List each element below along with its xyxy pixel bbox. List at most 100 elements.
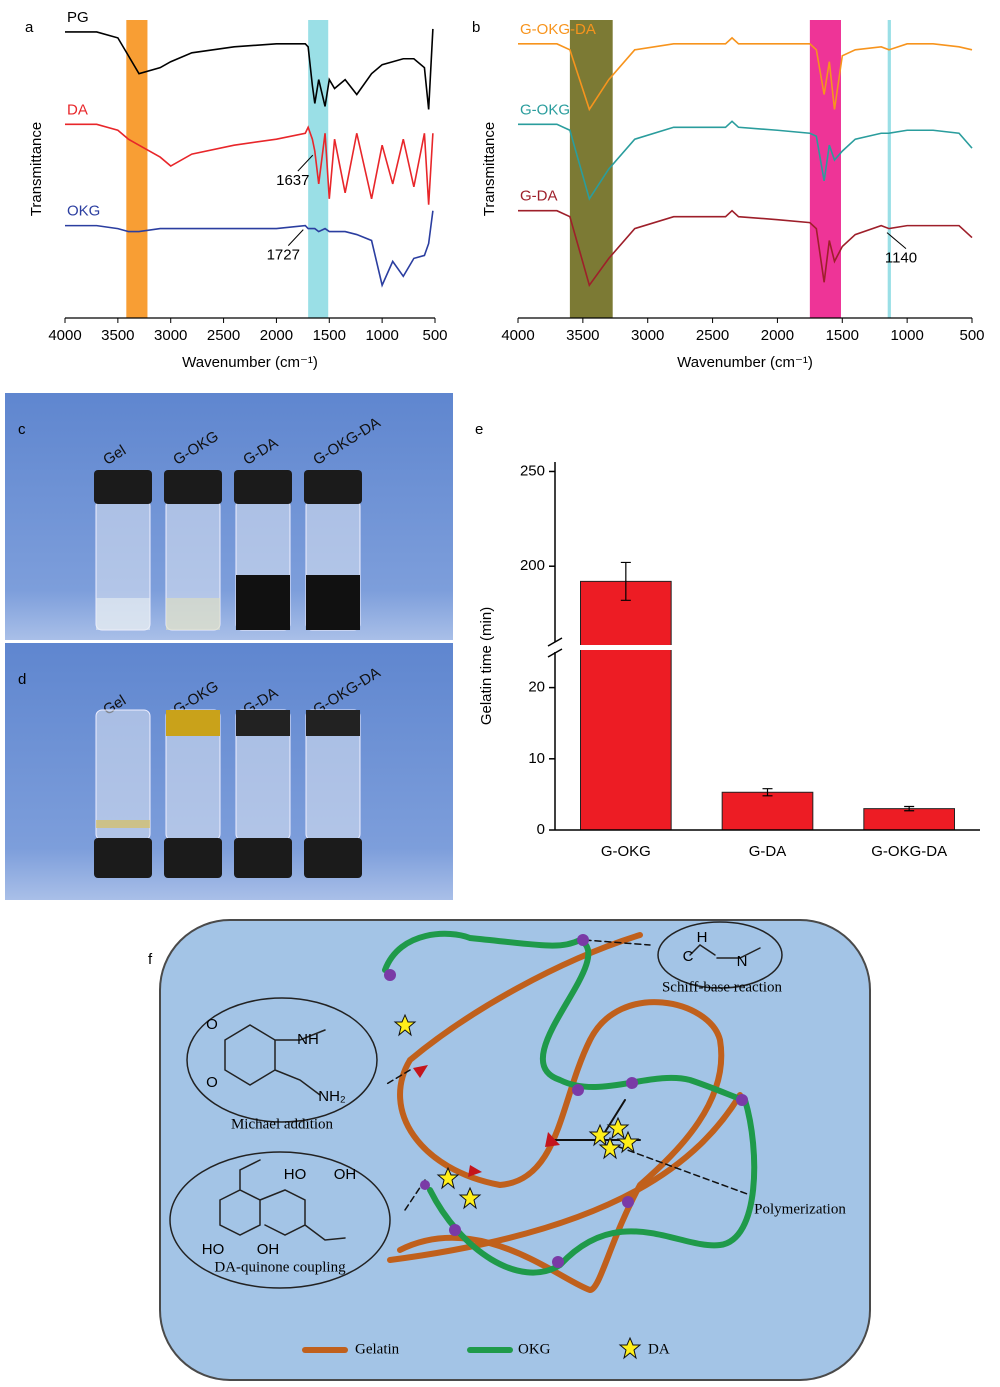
atom-label: OH: [257, 1241, 280, 1258]
spectrum-line: [518, 36, 973, 112]
error-bar: [762, 788, 773, 797]
atom-label: C: [683, 948, 694, 965]
panel-label: e: [475, 421, 483, 438]
legend-label: OKG: [518, 1341, 551, 1357]
vial-content: [306, 575, 360, 630]
vial-cap: [304, 838, 362, 878]
y-axis-title: Transmittance: [28, 122, 45, 216]
x-tick-label: 1500: [313, 327, 346, 344]
vial-content: [306, 710, 360, 736]
x-axis-title: Wavenumber (cm⁻¹): [677, 354, 813, 371]
x-tick-label: G-OKG: [601, 843, 651, 860]
photo-background: [5, 643, 453, 900]
highlight-band: [308, 20, 329, 318]
series-label: DA: [67, 101, 88, 118]
x-tick-label: 500: [422, 327, 447, 344]
x-tick-label: 1000: [890, 327, 923, 344]
x-tick-label: 3500: [566, 327, 599, 344]
panel-label: c: [18, 421, 26, 438]
x-tick-label: 4000: [48, 327, 81, 344]
x-tick-label: 2500: [696, 327, 729, 344]
x-axis-title: Wavenumber (cm⁻¹): [182, 354, 318, 371]
series-label: G-DA: [520, 188, 558, 205]
structure-lines: [219, 944, 761, 1241]
x-tick-label: 3000: [631, 327, 664, 344]
reaction-bubble: [186, 997, 378, 1123]
vial-content: [166, 710, 220, 736]
highlight-band: [569, 20, 613, 318]
okg-chain: [382, 930, 758, 1276]
spectrum-line: [65, 210, 434, 288]
bar: [721, 791, 814, 831]
atom-label: NH₂: [318, 1088, 346, 1105]
y-tick-label: 20: [528, 679, 545, 696]
spectrum-line: [518, 120, 973, 201]
atom-label: NH: [297, 1031, 319, 1048]
annotation: 1140: [885, 250, 917, 267]
series-label: G-OKG: [520, 101, 570, 118]
y-tick-label: 10: [528, 750, 545, 767]
series-label: PG: [67, 9, 89, 26]
crosslink-nodes: [384, 934, 748, 1268]
legend-label: Gelatin: [355, 1341, 400, 1357]
atom-label: HO: [202, 1241, 225, 1258]
annotation-arrow: [287, 229, 304, 246]
vial-cap: [234, 838, 292, 878]
atom-label: H: [697, 929, 708, 946]
annotation-arrow: [886, 232, 907, 249]
x-tick-label: 1500: [826, 327, 859, 344]
x-tick-label: G-OKG-DA: [871, 843, 947, 860]
panel-label: d: [18, 671, 26, 688]
x-tick-label: 4000: [501, 327, 534, 344]
vial-content: [236, 710, 290, 736]
panel-label: f: [148, 951, 153, 968]
vial-cap: [94, 470, 152, 504]
annotation: 1637: [276, 172, 309, 189]
vial-cap: [94, 838, 152, 878]
x-tick-label: 1000: [365, 327, 398, 344]
reaction-bubble: [657, 921, 783, 989]
vial-content: [96, 598, 150, 630]
axis-break-gap: [579, 645, 673, 650]
x-tick-label: 2000: [761, 327, 794, 344]
gelatin-chain: [397, 932, 725, 1294]
bar: [863, 808, 955, 831]
x-tick-label: 2000: [260, 327, 293, 344]
atom-label: OH: [334, 1166, 357, 1183]
series-label: OKG: [67, 203, 100, 220]
vial-cap: [164, 838, 222, 878]
reaction-label: DA-quinone coupling: [214, 1259, 346, 1275]
vial-content: [96, 820, 150, 828]
error-bar: [904, 805, 915, 812]
highlight-band: [887, 20, 891, 318]
atom-label: N: [737, 953, 748, 970]
annotation-arrow: [297, 154, 314, 172]
spectrum-line: [518, 209, 973, 288]
diagram-background: [159, 919, 871, 1381]
panel-label: a: [25, 19, 34, 36]
vial-cap: [304, 470, 362, 504]
bar: [580, 580, 672, 831]
diagram-art: [169, 921, 783, 1360]
series-label: G-OKG-DA: [520, 21, 596, 38]
x-tick-label: 2500: [207, 327, 240, 344]
vial-content: [236, 575, 290, 630]
atom-label: O: [206, 1074, 218, 1091]
y-axis-title: Gelatin time (min): [478, 607, 495, 725]
x-tick-label: 3500: [101, 327, 134, 344]
spectrum-line: [65, 28, 434, 110]
reaction-arrow: [384, 939, 751, 1211]
x-tick-label: 3000: [154, 327, 187, 344]
reaction-label: Polymerization: [754, 1201, 846, 1217]
y-tick-label: 0: [537, 821, 545, 838]
reaction-label: Schiff-base reaction: [662, 979, 783, 995]
y-tick-label: 200: [520, 557, 545, 574]
panel-label: b: [472, 19, 480, 36]
legend-label: DA: [648, 1341, 670, 1357]
error-bar: [620, 561, 631, 601]
y-tick-label: 250: [520, 462, 545, 479]
y-axis-title: Transmittance: [481, 122, 498, 216]
vial-cap: [164, 470, 222, 504]
